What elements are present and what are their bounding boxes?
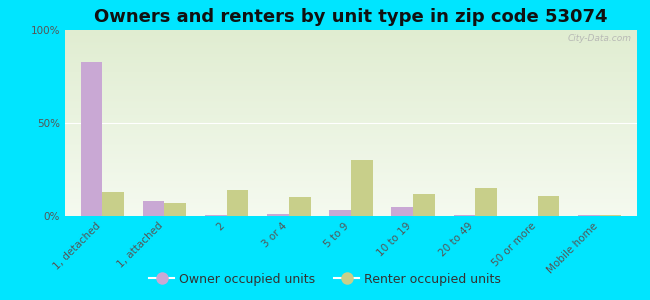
Bar bbox=[538, 196, 559, 216]
Bar bbox=[330, 210, 351, 216]
Bar bbox=[227, 190, 248, 216]
Bar bbox=[205, 214, 227, 216]
Bar bbox=[454, 214, 475, 216]
Bar bbox=[600, 215, 621, 216]
Bar bbox=[143, 201, 164, 216]
Bar bbox=[578, 215, 600, 216]
Bar bbox=[289, 197, 311, 216]
Bar bbox=[81, 61, 102, 216]
Bar bbox=[475, 188, 497, 216]
Bar bbox=[391, 207, 413, 216]
Bar bbox=[164, 203, 187, 216]
Legend: Owner occupied units, Renter occupied units: Owner occupied units, Renter occupied un… bbox=[144, 268, 506, 291]
Bar bbox=[413, 194, 435, 216]
Bar bbox=[102, 192, 124, 216]
Title: Owners and renters by unit type in zip code 53074: Owners and renters by unit type in zip c… bbox=[94, 8, 608, 26]
Bar bbox=[267, 214, 289, 216]
Text: City-Data.com: City-Data.com bbox=[567, 34, 631, 43]
Bar bbox=[351, 160, 372, 216]
